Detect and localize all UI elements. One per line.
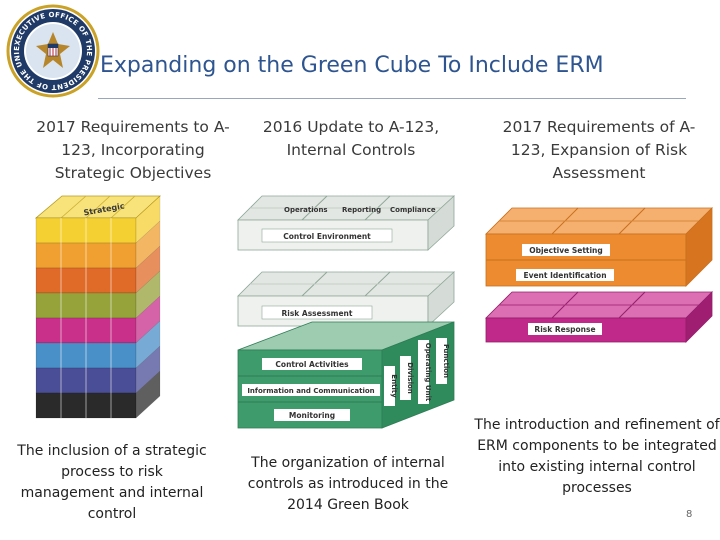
column-1-caption: The inclusion of a strategic process to … <box>17 443 207 522</box>
layer-control-activities: Control Activities <box>275 360 349 369</box>
top-label-operations: Operations <box>284 206 328 214</box>
side-label-entity: Entity <box>390 374 398 398</box>
layer-monitoring: Monitoring <box>289 411 335 420</box>
top-label-reporting: Reporting <box>342 206 381 214</box>
page-number: 8 <box>686 509 693 520</box>
erm-expansion-diagram: Objective Setting Event Identification R… <box>485 207 713 343</box>
side-label-operating-unit: Operating Unit <box>424 343 432 402</box>
layer-event-identification: Event Identification <box>523 271 606 280</box>
column-2-caption: The organization of internal controls as… <box>247 455 449 513</box>
strategic-cube-side <box>135 195 161 419</box>
slide-title: Expanding on the Green Cube To Include E… <box>100 53 604 78</box>
column-3-caption: The introduction and refinement of ERM c… <box>474 417 720 496</box>
green-cube-diagram: Operations Reporting Compliance Control … <box>237 195 456 429</box>
layer-risk-assessment: Risk Assessment <box>282 309 353 318</box>
side-label-function: Function <box>442 344 450 378</box>
layer-control-environment: Control Environment <box>283 232 371 241</box>
layer-risk-response: Risk Response <box>534 325 595 334</box>
column-1-header: 2017 Requirements to A-123, Incorporatin… <box>36 118 230 182</box>
layer-information-communication: Information and Communication <box>247 387 374 395</box>
top-label-compliance: Compliance <box>390 206 436 214</box>
layer-objective-setting: Objective Setting <box>529 246 603 255</box>
column-3-header: 2017 Requirements of A-123, Expansion of… <box>502 118 696 182</box>
presidential-seal-logo: EXECUTIVE OFFICE OF THE PRESIDENT OF THE… <box>6 4 100 98</box>
strategic-stripe-side <box>135 370 161 419</box>
strategic-cube-diagram: Strategic <box>34 195 162 419</box>
title-divider <box>98 98 686 99</box>
side-label-division: Division <box>406 362 414 394</box>
column-2-header: 2016 Update to A-123, Internal Controls <box>262 118 440 159</box>
